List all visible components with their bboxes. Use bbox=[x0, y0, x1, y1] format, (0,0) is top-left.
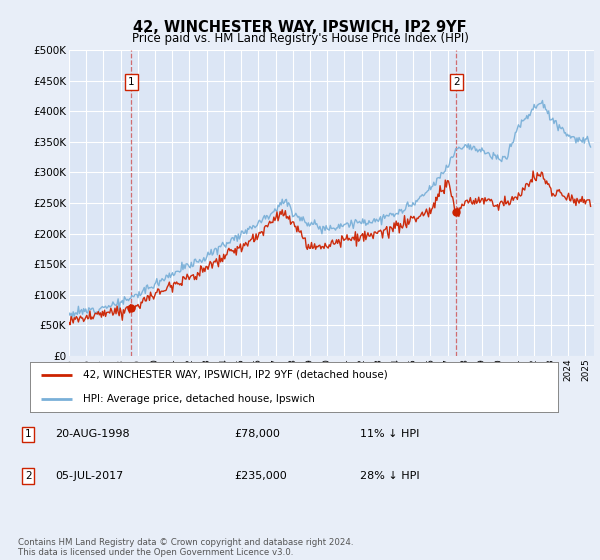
Text: 28% ↓ HPI: 28% ↓ HPI bbox=[360, 471, 419, 481]
Text: Price paid vs. HM Land Registry's House Price Index (HPI): Price paid vs. HM Land Registry's House … bbox=[131, 32, 469, 45]
Text: 2: 2 bbox=[25, 471, 32, 481]
Text: 1: 1 bbox=[128, 77, 135, 87]
Text: 05-JUL-2017: 05-JUL-2017 bbox=[55, 471, 124, 481]
Text: HPI: Average price, detached house, Ipswich: HPI: Average price, detached house, Ipsw… bbox=[83, 394, 314, 404]
Text: 20-AUG-1998: 20-AUG-1998 bbox=[55, 430, 130, 440]
Text: 11% ↓ HPI: 11% ↓ HPI bbox=[360, 430, 419, 440]
Text: 42, WINCHESTER WAY, IPSWICH, IP2 9YF (detached house): 42, WINCHESTER WAY, IPSWICH, IP2 9YF (de… bbox=[83, 370, 388, 380]
Text: 2: 2 bbox=[453, 77, 460, 87]
Text: £235,000: £235,000 bbox=[235, 471, 287, 481]
Text: 1: 1 bbox=[25, 430, 32, 440]
Text: Contains HM Land Registry data © Crown copyright and database right 2024.
This d: Contains HM Land Registry data © Crown c… bbox=[18, 538, 353, 557]
Text: £78,000: £78,000 bbox=[235, 430, 280, 440]
Text: 42, WINCHESTER WAY, IPSWICH, IP2 9YF: 42, WINCHESTER WAY, IPSWICH, IP2 9YF bbox=[133, 20, 467, 35]
